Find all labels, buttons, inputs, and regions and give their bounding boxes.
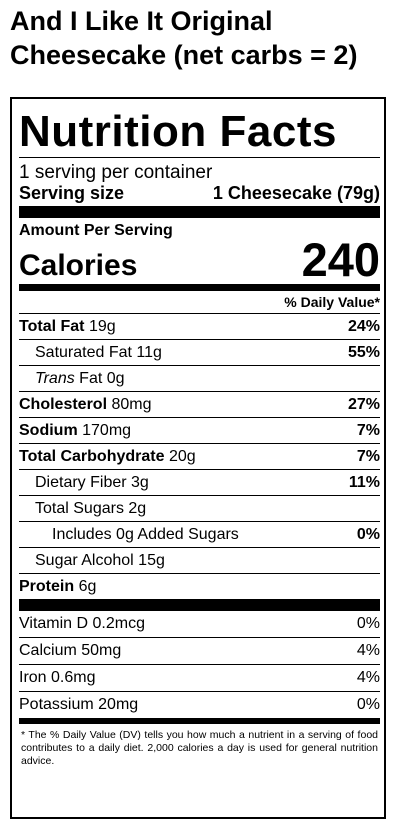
nutrient-row-sugar-alcohol: Sugar Alcohol 15g xyxy=(19,547,380,573)
nutrient-dv: 7% xyxy=(356,422,380,439)
vitamin-name: Vitamin D 0.2mcg xyxy=(19,615,145,632)
thick-divider-vitamins xyxy=(19,599,380,611)
nutrient-name: Total Carbohydrate xyxy=(19,448,165,465)
nutrient-dv: 27% xyxy=(347,396,380,413)
vitamin-name: Potassium 20mg xyxy=(19,696,139,713)
nutrient-row-saturated-fat: Saturated Fat 11g 55% xyxy=(19,339,380,365)
calories-value: 240 xyxy=(301,233,380,286)
nutrient-row-total-carbohydrate: Total Carbohydrate 20g 7% xyxy=(19,443,380,469)
nutrient-name: Total Sugars 2g xyxy=(35,500,147,517)
heading-divider xyxy=(19,157,380,158)
daily-value-footnote: * The % Daily Value (DV) tells you how m… xyxy=(21,729,378,767)
nutrient-name: Includes 0g Added Sugars xyxy=(52,526,239,543)
servings-per-container: 1 serving per container xyxy=(19,162,213,183)
nutrient-dv: 0% xyxy=(356,526,380,543)
nutrient-amount: 20g xyxy=(168,448,196,465)
nutrition-facts-panel: Nutrition Facts 1 serving per container … xyxy=(10,97,386,819)
thick-divider-top xyxy=(19,206,380,218)
vitamin-dv: 0% xyxy=(356,615,380,632)
daily-value-header: % Daily Value* xyxy=(19,290,380,313)
product-title-line2: Cheesecake (net carbs = 2) xyxy=(10,40,358,70)
nutrient-name: Fat 0g xyxy=(79,370,125,387)
nutrient-row-added-sugars: Includes 0g Added Sugars 0% xyxy=(19,521,380,547)
medium-divider xyxy=(19,284,380,290)
nutrient-row-dietary-fiber: Dietary Fiber 3g 11% xyxy=(19,469,380,495)
nutrient-amount: 80mg xyxy=(111,396,152,413)
nutrient-name: Total Fat xyxy=(19,318,85,335)
nutrient-name: Saturated Fat 11g xyxy=(35,344,162,361)
vitamin-list: Vitamin D 0.2mcg 0% Calcium 50mg 4% Iron… xyxy=(19,611,380,718)
vitamin-row: Iron 0.6mg 4% xyxy=(19,664,380,691)
nutrient-name: Sugar Alcohol 15g xyxy=(35,552,165,569)
trans-italic: Trans xyxy=(35,370,75,387)
nutrient-amount: 170mg xyxy=(82,422,132,439)
nutrient-amount: 6g xyxy=(78,578,97,595)
vitamin-dv: 0% xyxy=(356,696,380,713)
nutrient-name: Cholesterol xyxy=(19,396,108,413)
vitamin-dv: 4% xyxy=(356,642,380,659)
nutrient-name: Dietary Fiber 3g xyxy=(35,474,149,491)
nutrition-facts-heading: Nutrition Facts xyxy=(19,107,337,156)
vitamin-row: Potassium 20mg 0% xyxy=(19,691,380,718)
nutrient-name: Sodium xyxy=(19,422,78,439)
vitamin-row: Vitamin D 0.2mcg 0% xyxy=(19,611,380,637)
footnote-divider xyxy=(19,718,380,724)
vitamin-name: Calcium 50mg xyxy=(19,642,122,659)
nutrient-name: Protein xyxy=(19,578,75,595)
product-title: And I Like It Original Cheesecake (net c… xyxy=(10,4,395,72)
vitamin-dv: 4% xyxy=(356,669,380,686)
serving-size-value: 1 Cheesecake (79g) xyxy=(212,183,380,203)
vitamin-row: Calcium 50mg 4% xyxy=(19,637,380,664)
nutrient-dv: 11% xyxy=(348,474,380,491)
nutrient-row-total-sugars: Total Sugars 2g xyxy=(19,495,380,521)
vitamin-name: Iron 0.6mg xyxy=(19,669,96,686)
calories-label: Calories xyxy=(19,249,138,282)
nutrient-dv: 24% xyxy=(347,318,380,335)
nutrient-row-sodium: Sodium 170mg 7% xyxy=(19,417,380,443)
product-title-line1: And I Like It Original xyxy=(10,6,273,36)
nutrient-row-cholesterol: Cholesterol 80mg 27% xyxy=(19,391,380,417)
nutrient-row-trans-fat: Trans Fat 0g xyxy=(19,365,380,391)
serving-size-label: Serving size xyxy=(19,183,125,203)
amount-per-serving: Amount Per Serving xyxy=(19,222,173,239)
nutrient-row-protein: Protein 6g xyxy=(19,573,380,599)
serving-size-row: Serving size 1 Cheesecake (79g) xyxy=(19,183,380,203)
nutrient-dv: 7% xyxy=(356,448,380,465)
nutrient-dv: 55% xyxy=(347,344,380,361)
nutrient-amount: 19g xyxy=(88,318,116,335)
calories-row: Calories 240 xyxy=(19,236,380,284)
nutrient-row-total-fat: Total Fat 19g 24% xyxy=(19,313,380,339)
